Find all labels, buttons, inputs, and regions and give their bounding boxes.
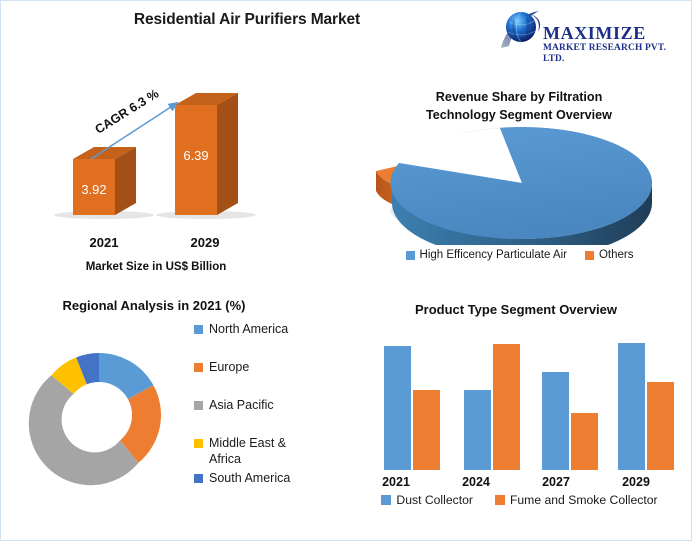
regional-donut-legend: North America Europe Asia Pacific Middle… [194, 321, 344, 508]
legend-item-south-america[interactable]: South America [194, 470, 344, 486]
regional-donut-panel: Regional Analysis in 2021 (%) North Amer… [1, 293, 346, 541]
legend-swatch-middle-east-africa [194, 439, 203, 448]
legend-label-fume-smoke-collector: Fume and Smoke Collector [509, 493, 658, 507]
filtration-pie-title-line2: Technology Segment Overview [426, 108, 612, 122]
bar-fume-smoke-collector-2029 [647, 382, 674, 470]
market-size-category-2029: 2029 [190, 235, 220, 250]
legend-item-hepa[interactable]: High Efficency Particulate Air [405, 249, 567, 261]
legend-swatch-europe [194, 363, 203, 372]
legend-swatch-hepa [405, 250, 415, 260]
donut-slice-north-america [99, 353, 154, 400]
legend-swatch-north-america [194, 325, 203, 334]
page-title: Residential Air Purifiers Market [133, 11, 361, 28]
column-2029 [175, 93, 238, 215]
legend-label-others: Others [598, 249, 634, 261]
donut-slice-europe [120, 385, 162, 463]
legend-item-asia-pacific[interactable]: Asia Pacific [194, 397, 344, 413]
bar-category-2024: 2024 [462, 475, 490, 489]
filtration-pie-legend: High Efficency Particulate Air Others [346, 249, 692, 261]
market-size-3d-columns: 3.92 6.39 CAGR 6.3 % [54, 87, 256, 219]
legend-item-europe[interactable]: Europe [194, 359, 344, 375]
legend-item-north-america[interactable]: North America [194, 321, 344, 337]
donut-slice-south-america [76, 353, 99, 385]
regional-donut-chart [28, 353, 162, 486]
market-size-chart: 3.92 6.39 CAGR 6.3 % 2021 2029 Market Si… [1, 63, 346, 293]
product-type-x-axis: 2021 2024 2027 2029 [356, 475, 676, 489]
legend-label-north-america: North America [209, 322, 289, 336]
column-2029-value: 6.39 [183, 148, 208, 163]
legend-swatch-fume-smoke-collector [494, 495, 505, 505]
filtration-pie-chart [376, 127, 652, 245]
legend-label-hepa: High Efficency Particulate Air [419, 249, 567, 261]
donut-slice-middle-east-africa [51, 357, 87, 394]
filtration-pie-panel: Revenue Share by Filtration Technology S… [346, 63, 692, 293]
bar-dust-collector-2029 [618, 343, 645, 470]
legend-swatch-south-america [194, 474, 203, 483]
legend-label-south-america: South America [209, 471, 291, 485]
bar-fume-smoke-collector-2021 [413, 390, 440, 470]
market-size-category-2021: 2021 [89, 235, 119, 250]
legend-item-middle-east-africa[interactable]: Middle East & Africa [194, 435, 344, 467]
bar-category-2027: 2027 [542, 475, 570, 489]
bar-dust-collector-2024 [464, 390, 491, 470]
legend-item-dust-collector[interactable]: Dust Collector [381, 493, 473, 507]
logo-company-name: MAXIMIZE [543, 23, 646, 43]
product-type-legend: Dust Collector Fume and Smoke Collector [346, 493, 692, 507]
legend-label-dust-collector: Dust Collector [396, 493, 473, 507]
company-logo: MAXIMIZE MARKET RESEARCH PVT. LTD. [495, 7, 687, 64]
legend-swatch-others [584, 250, 594, 260]
legend-item-others[interactable]: Others [584, 249, 634, 261]
cagr-arrow [90, 101, 179, 160]
market-size-axis-caption: Market Size in US$ Billion [85, 261, 227, 273]
bar-dust-collector-2027 [542, 372, 569, 470]
filtration-pie-title: Revenue Share by Filtration Technology S… [364, 88, 674, 124]
bar-dust-collector-2021 [384, 346, 411, 470]
product-type-grouped-bars [384, 343, 674, 470]
logo-wordmark: MAXIMIZE MARKET RESEARCH PVT. LTD. [543, 24, 687, 65]
product-type-bars-title: Product Type Segment Overview [414, 302, 618, 317]
bar-fume-smoke-collector-2027 [571, 413, 598, 470]
column-2021 [73, 147, 136, 215]
column-2021-value: 3.92 [81, 182, 106, 197]
bar-category-2029: 2029 [622, 475, 650, 489]
cagr-annotation: CAGR 6.3 % [93, 87, 162, 137]
globe-icon [501, 11, 541, 48]
legend-item-fume-smoke-collector[interactable]: Fume and Smoke Collector [494, 493, 658, 507]
legend-label-europe: Europe [209, 360, 250, 374]
legend-swatch-dust-collector [381, 495, 392, 505]
donut-slice-asia-pacific [28, 375, 139, 486]
bar-category-2021: 2021 [382, 475, 410, 489]
product-type-bars-panel: Product Type Segment Overview 2021 2024 … [346, 293, 692, 541]
legend-swatch-asia-pacific [194, 401, 203, 410]
bar-fume-smoke-collector-2024 [493, 344, 520, 470]
regional-donut-title: Regional Analysis in 2021 (%) [62, 298, 246, 313]
legend-label-asia-pacific: Asia Pacific [209, 398, 274, 412]
filtration-pie-title-line1: Revenue Share by Filtration [435, 90, 603, 104]
logo-tagline: MARKET RESEARCH PVT. LTD. [543, 43, 667, 64]
legend-label-middle-east-africa: Middle East & Africa [209, 436, 287, 466]
